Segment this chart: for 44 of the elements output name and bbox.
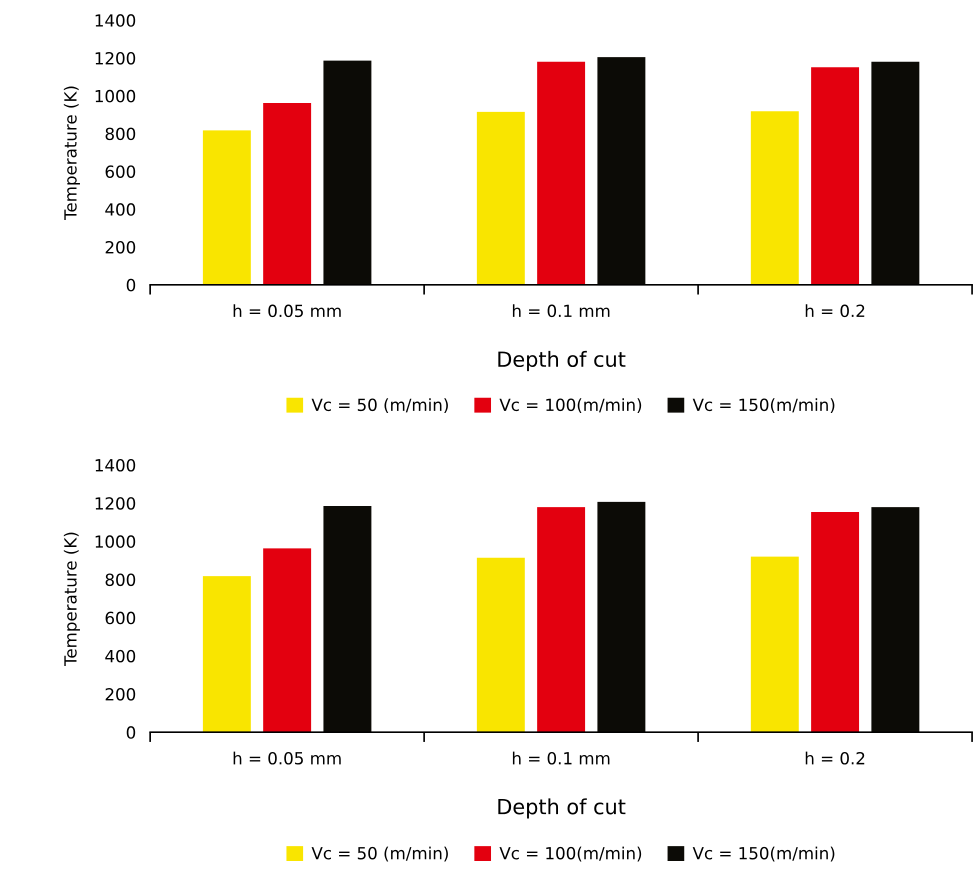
y-tick-label: 1200 bbox=[96, 52, 136, 65]
x-tick-label: h = 0.2 bbox=[806, 304, 864, 318]
y-tick-label: 600 bbox=[106, 165, 136, 178]
bar bbox=[263, 548, 312, 732]
bar bbox=[476, 112, 525, 285]
y-axis-title: Temperature (K) bbox=[64, 86, 80, 220]
y-tick-label: 800 bbox=[106, 573, 136, 586]
y-tick-label: 800 bbox=[106, 128, 136, 140]
bar bbox=[750, 556, 799, 732]
y-tick-label: 400 bbox=[105, 203, 136, 216]
legend-label: Vc = 150(m/min) bbox=[692, 846, 834, 862]
y-tick-label: 200 bbox=[106, 240, 136, 254]
y-tick-label: 1400 bbox=[96, 458, 136, 472]
legend-label: Vc = 150(m/min) bbox=[692, 398, 834, 414]
x-tick-label: h = 0.2 bbox=[806, 752, 864, 765]
x-tick-label: h = 0.1 mm bbox=[512, 304, 610, 318]
bar bbox=[202, 130, 251, 285]
bar bbox=[202, 576, 251, 732]
y-axis-title: Temperature (K) bbox=[64, 532, 80, 666]
legend-label: Vc = 100(m/min) bbox=[499, 398, 642, 414]
bar bbox=[537, 507, 586, 732]
legend-label: Vc = 50 (m/min) bbox=[312, 398, 448, 414]
y-tick-label: 600 bbox=[106, 612, 136, 624]
x-axis-title: Depth of cut bbox=[498, 350, 626, 372]
y-tick-label: 400 bbox=[105, 650, 136, 662]
bar bbox=[537, 62, 586, 285]
x-tick-label: h = 0.05 mm bbox=[234, 304, 341, 318]
bar bbox=[750, 111, 799, 285]
y-tick-label: 1000 bbox=[96, 90, 136, 102]
x-axis-title: Depth of cut bbox=[498, 798, 626, 818]
y-tick-label: 200 bbox=[106, 688, 136, 701]
x-tick-label: h = 0.1 mm bbox=[512, 752, 610, 765]
legend-label: Vc = 50 (m/min) bbox=[312, 846, 448, 862]
x-tick-label: h = 0.05 mm bbox=[234, 752, 341, 765]
bar bbox=[263, 102, 312, 285]
bar bbox=[811, 512, 860, 732]
bar bbox=[811, 67, 860, 285]
y-tick-label: 1400 bbox=[96, 14, 136, 27]
y-tick-label: 1000 bbox=[96, 535, 136, 548]
bar bbox=[476, 558, 525, 732]
y-tick-label: 0 bbox=[126, 278, 136, 292]
y-tick-label: 0 bbox=[126, 726, 136, 739]
y-tick-label: 1200 bbox=[96, 497, 136, 510]
legend-label: Vc = 100(m/min) bbox=[499, 846, 642, 862]
